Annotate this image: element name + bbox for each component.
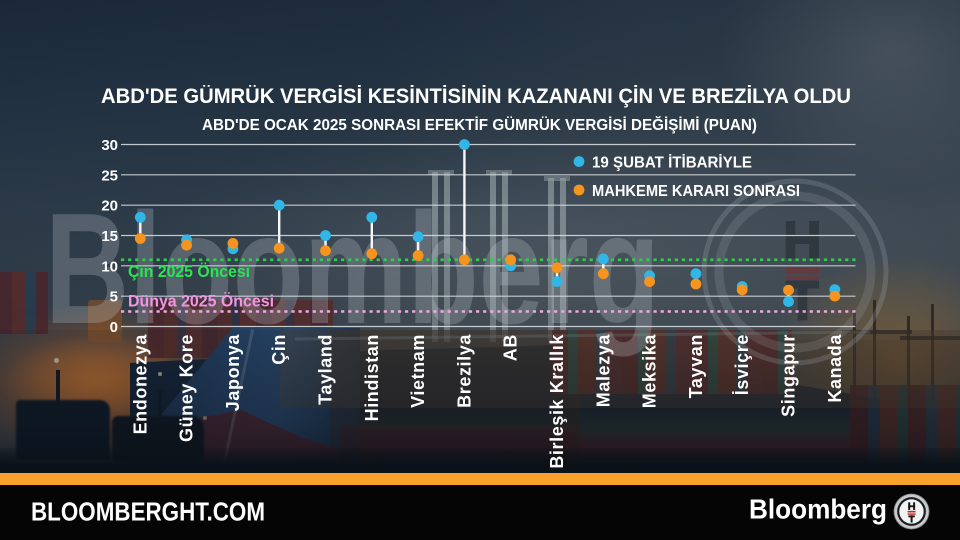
svg-text:25: 25 (101, 167, 118, 184)
svg-text:20: 20 (101, 198, 118, 215)
svg-text:Güney Kore: Güney Kore (177, 334, 197, 442)
svg-text:Japonya: Japonya (223, 334, 243, 412)
svg-text:30: 30 (101, 137, 118, 154)
svg-text:Meksika: Meksika (640, 334, 660, 409)
svg-text:15: 15 (101, 228, 118, 245)
svg-text:Brezilya: Brezilya (454, 334, 474, 408)
svg-text:Birleşik Krallık: Birleşik Krallık (547, 334, 567, 469)
svg-text:Tayland: Tayland (316, 334, 336, 405)
svg-text:ABD'DE GÜMRÜK VERGİSİ KESİNTİS: ABD'DE GÜMRÜK VERGİSİ KESİNTİSİNİN KAZAN… (101, 85, 851, 108)
svg-text:Tayvan: Tayvan (686, 334, 706, 398)
svg-text:MAHKEME KARARI SONRASI: MAHKEME KARARI SONRASI (592, 183, 800, 200)
svg-text:ABD'DE OCAK 2025 SONRASI EFEKT: ABD'DE OCAK 2025 SONRASI EFEKTİF GÜMRÜK … (202, 116, 757, 134)
svg-text:Bloomberg: Bloomberg (749, 494, 887, 525)
svg-text:Çin 2025 Öncesi: Çin 2025 Öncesi (128, 262, 250, 281)
svg-text:Hindistan: Hindistan (362, 334, 382, 421)
svg-text:Vietnam: Vietnam (408, 334, 428, 408)
svg-text:AB: AB (501, 334, 521, 361)
svg-text:BLOOMBERGHT.COM: BLOOMBERGHT.COM (31, 499, 265, 527)
svg-text:Malezya: Malezya (593, 334, 613, 408)
svg-text:10: 10 (101, 258, 118, 275)
svg-text:5: 5 (110, 289, 118, 306)
svg-text:0: 0 (110, 319, 118, 336)
svg-text:Endonezya: Endonezya (130, 334, 150, 435)
svg-text:Singapur: Singapur (779, 334, 799, 417)
svg-text:Dünya 2025 Öncesi: Dünya 2025 Öncesi (128, 292, 274, 311)
svg-text:İsviçre: İsviçre (732, 334, 752, 395)
svg-text:19 ŞUBAT İTİBARİYLE: 19 ŞUBAT İTİBARİYLE (592, 154, 752, 172)
svg-text:Çin: Çin (269, 334, 289, 365)
svg-text:Kanada: Kanada (825, 334, 845, 403)
